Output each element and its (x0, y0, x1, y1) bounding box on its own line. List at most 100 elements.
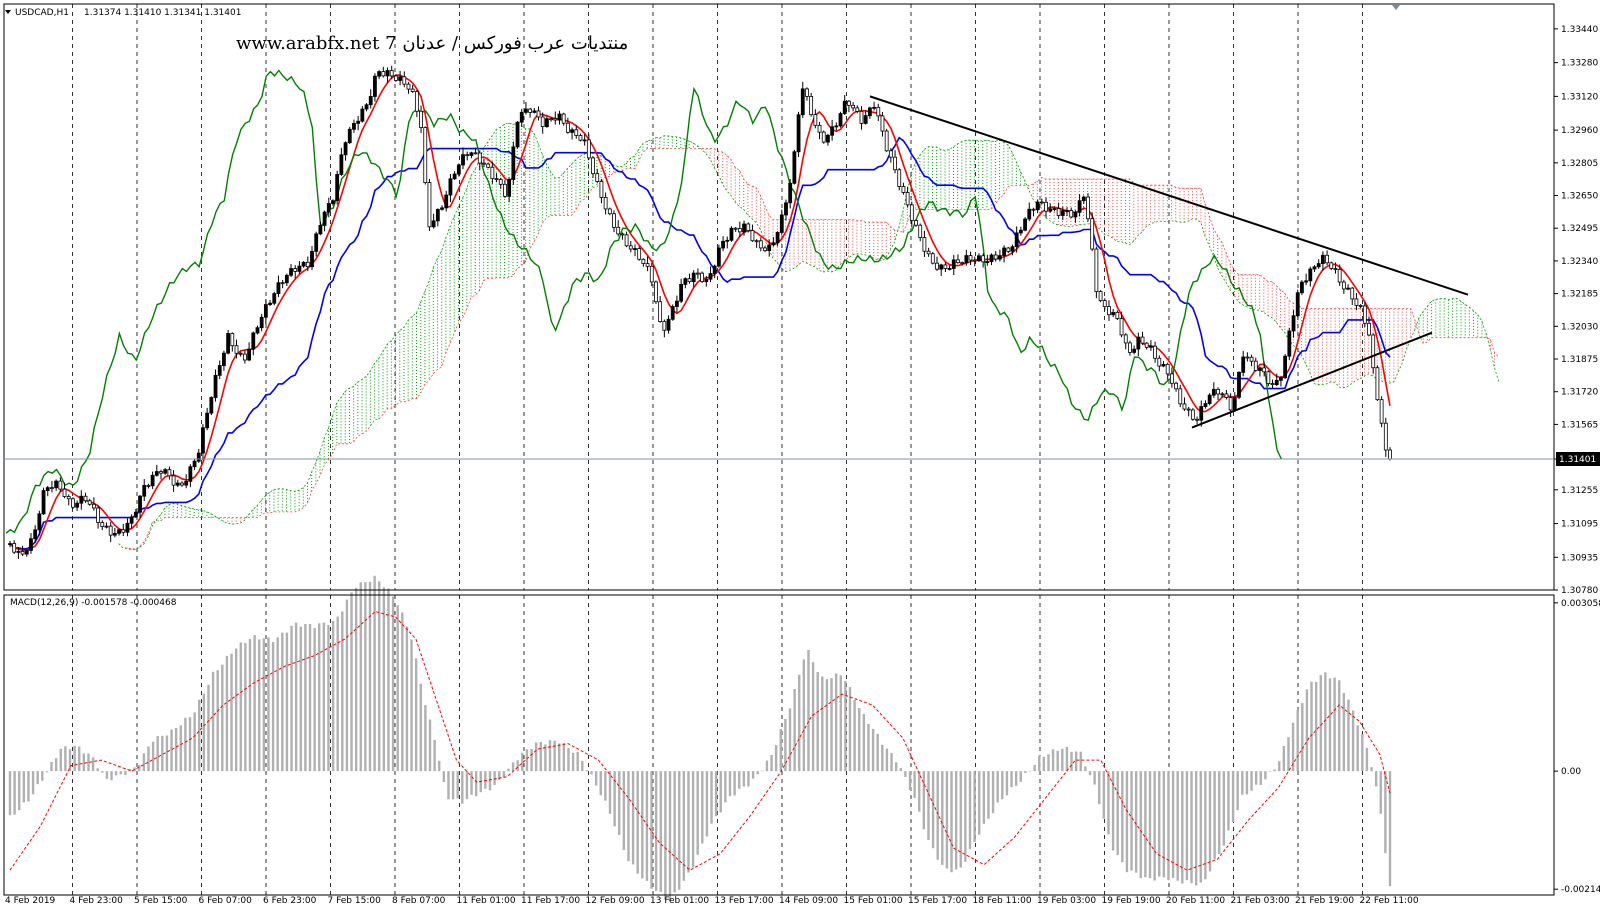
candle-body (1174, 382, 1178, 390)
candle-body (343, 142, 348, 156)
macd-histogram-bar (447, 771, 450, 800)
candle-body (985, 261, 990, 263)
macd-histogram-bar (927, 771, 930, 841)
macd-histogram-bar (1254, 771, 1258, 785)
candle-body (830, 126, 835, 136)
macd-histogram-bar (1107, 771, 1110, 835)
candle-body (486, 163, 491, 168)
candle-body (154, 471, 159, 476)
candle-body (1274, 379, 1279, 386)
macd-histogram-bar (142, 753, 146, 772)
macd-histogram-bar (253, 634, 256, 772)
trendline-resistance[interactable] (869, 95, 1469, 296)
macd-histogram-bar (1328, 678, 1332, 772)
candle-body (1165, 363, 1170, 375)
candle-body (834, 125, 839, 128)
trendline-support[interactable] (1191, 331, 1433, 429)
macd-histogram-bar (244, 643, 247, 772)
macd-histogram-bar (1314, 681, 1318, 772)
symbol-menu-icon[interactable] (5, 10, 11, 14)
y-tick-label: 1.31875 (1561, 355, 1598, 365)
macd-histogram-bar (631, 771, 635, 865)
macd-histogram-bar (571, 752, 575, 772)
y-tick-label: 1.32805 (1561, 159, 1598, 169)
candle-body (209, 397, 214, 414)
candle-body (1333, 268, 1338, 270)
macd-histogram-bar (705, 771, 709, 837)
candle-body (482, 162, 486, 165)
macd-histogram-bar (36, 771, 39, 785)
shift-marker-icon[interactable] (1392, 5, 1400, 10)
macd-histogram-bar (1241, 771, 1244, 795)
macd-histogram-bar (959, 771, 962, 868)
candle-body (1304, 280, 1309, 283)
candle-body (578, 135, 583, 141)
macd-histogram-bar (1365, 747, 1369, 772)
macd-histogram-bar (1384, 771, 1387, 854)
candle-body (1337, 268, 1342, 283)
candle-body (272, 293, 277, 304)
x-tick-label: 13 Feb 17:00 (715, 896, 774, 906)
macd-histogram-bar (1005, 771, 1009, 796)
candle-body (427, 182, 432, 228)
candle-body (565, 122, 570, 133)
macd-histogram-bar (701, 771, 704, 844)
macd-histogram-bar (1051, 749, 1055, 772)
candle-body (935, 262, 939, 270)
candle-body (977, 255, 981, 262)
macd-histogram-bar (184, 717, 187, 772)
current-price-box (1556, 452, 1600, 467)
macd-histogram-bar (710, 771, 713, 824)
macd-histogram-bar (313, 628, 316, 772)
macd-histogram-bar (87, 753, 90, 772)
macd-histogram-bar (1033, 764, 1036, 772)
macd-histogram-bar (1162, 771, 1166, 878)
candle-body (16, 551, 21, 553)
candle-body (1002, 247, 1007, 257)
macd-histogram-bar (1148, 771, 1152, 879)
candle-body (431, 220, 436, 228)
macd-histogram-bar (73, 745, 76, 772)
macd-y-tick-label: 0.003058 (1561, 599, 1600, 609)
macd-histogram-bar (1282, 746, 1286, 772)
macd-histogram-bar (1374, 771, 1378, 787)
macd-histogram-bar (1324, 672, 1327, 772)
candle-body (150, 474, 155, 487)
candle-body (536, 110, 541, 118)
macd-histogram-bar (724, 771, 727, 803)
candle-body (721, 240, 725, 249)
macd-histogram-bar (54, 758, 58, 772)
candle-body (821, 131, 826, 143)
candle-body (557, 113, 562, 121)
macd-histogram-bar (770, 754, 773, 772)
macd-histogram-bar (45, 771, 49, 773)
x-tick-label: 4 Feb 2019 (5, 896, 56, 906)
candle-body (213, 374, 218, 398)
candle-body (423, 127, 428, 183)
macd-histogram-bar (401, 612, 404, 772)
macd-histogram-bar (470, 771, 473, 795)
macd-histogram-bar (908, 771, 912, 791)
macd-histogram-bar (599, 771, 602, 796)
candle-body (91, 503, 96, 509)
candle-body (1077, 200, 1082, 213)
macd-histogram-bar (239, 642, 242, 772)
macd-histogram-bar (627, 771, 630, 862)
macd-histogram-bar (858, 708, 861, 772)
macd-histogram-bar (761, 770, 764, 772)
candle-body (1216, 388, 1220, 395)
macd-histogram-bar (1259, 771, 1262, 785)
candle-body (519, 111, 524, 123)
trendlines[interactable] (869, 95, 1469, 429)
y-tick-label: 1.32185 (1561, 290, 1598, 300)
candle-body (1354, 298, 1359, 306)
x-tick-label: 11 Feb 17:00 (521, 896, 580, 906)
macd-histogram-bar (742, 771, 746, 787)
macd-histogram-bar (498, 771, 501, 780)
candle-body (331, 200, 335, 204)
senkou-span-b-line (118, 148, 1499, 550)
macd-histogram-bar (327, 625, 330, 772)
candle-body (1253, 360, 1258, 371)
